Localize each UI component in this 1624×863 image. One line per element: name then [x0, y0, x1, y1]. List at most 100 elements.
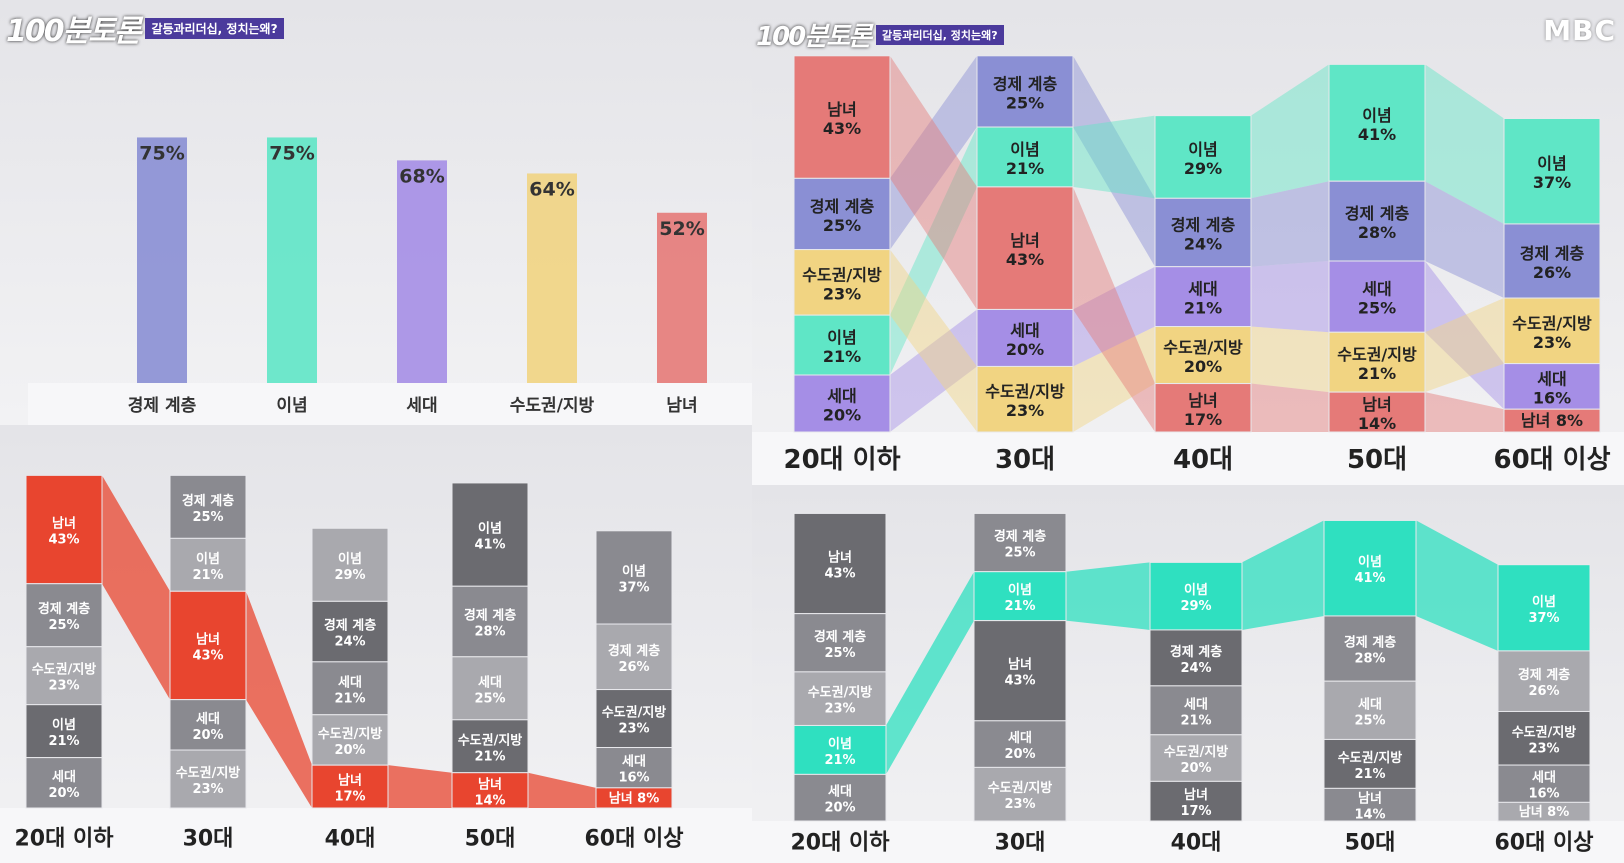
- segment-name: 경제 계층: [38, 601, 90, 617]
- segment-value: 21%: [1004, 599, 1035, 614]
- flow-band: [528, 772, 596, 808]
- program-header-2: 100분토론 갈등과리더십, 정치는왜?: [756, 16, 1004, 53]
- stack-segment: [793, 512, 887, 615]
- program-subtitle-2: 갈등과리더십, 정치는왜?: [876, 24, 1004, 45]
- segment-value: 25%: [824, 646, 855, 661]
- segment-value: 20%: [1184, 357, 1222, 376]
- stack-segment: [25, 704, 103, 759]
- segment-value: 23%: [618, 722, 649, 737]
- bar-value-label: 52%: [659, 218, 704, 240]
- stack-segment: [451, 719, 529, 774]
- program-logo-2: 100분토론: [756, 22, 872, 52]
- stack-segment: [1497, 801, 1591, 822]
- x-tick-label: 20대 이하: [784, 445, 901, 475]
- stack-segment: [1323, 787, 1417, 822]
- stack-segment: [1149, 561, 1243, 631]
- bar-3: [527, 173, 577, 383]
- segment-value: 16%: [618, 771, 649, 786]
- segment-value: 21%: [1358, 364, 1396, 383]
- segment-value: 29%: [334, 568, 365, 583]
- segment-value: 20%: [1180, 761, 1211, 776]
- segment-value: 43%: [824, 567, 855, 582]
- segment-name: 수도권/지방: [1164, 744, 1229, 760]
- segment-name: 수도권/지방: [985, 382, 1065, 401]
- segment-value: 23%: [48, 679, 79, 694]
- segment-value: 26%: [618, 660, 649, 675]
- segment-value: 37%: [1533, 173, 1571, 192]
- bar-value-label: 75%: [269, 142, 314, 164]
- segment-value: 37%: [618, 580, 649, 595]
- segment-name: 수도권/지방: [808, 685, 873, 701]
- segment-value: 25%: [1006, 93, 1044, 112]
- segment-value: 17%: [1184, 410, 1222, 429]
- segment-label: 남녀 8%: [609, 790, 660, 806]
- segment-name: 이념: [1362, 106, 1391, 125]
- x-tick-label: 40대: [1173, 445, 1233, 475]
- segment-name: 세대: [1537, 369, 1566, 388]
- segment-name: 세대: [1358, 697, 1382, 712]
- segment-value: 43%: [1004, 674, 1035, 689]
- x-tick-label: 30대: [183, 826, 234, 851]
- segment-name: 남녀: [828, 550, 852, 566]
- segment-value: 20%: [824, 801, 855, 816]
- segment-name: 수도권/지방: [988, 780, 1053, 796]
- segment-value: 16%: [1533, 388, 1571, 407]
- flow-band: [1242, 520, 1324, 630]
- segment-name: 수도권/지방: [176, 765, 241, 781]
- segment-name: 이념: [338, 551, 362, 567]
- flow-band: [1251, 326, 1329, 393]
- stack-segment: [1154, 115, 1252, 199]
- segment-name: 수도권/지방: [602, 705, 667, 721]
- segment-value: 43%: [1006, 250, 1044, 269]
- overall-bar-chart: 75% 경제 계층 75% 이념 68% 세대 64% 수도권/지방 52% 남녀: [28, 137, 752, 425]
- segment-name: 세대: [622, 755, 646, 770]
- stack-segment: [451, 772, 529, 809]
- segment-value: 25%: [192, 510, 223, 525]
- segment-value: 21%: [1180, 713, 1211, 728]
- segment-value: 21%: [48, 734, 79, 749]
- stack-segment: [25, 646, 103, 706]
- program-header: 100분토론 갈등과리더십, 정치는왜?: [6, 6, 284, 50]
- flow-band: [1425, 298, 1504, 393]
- stack-segment: [793, 374, 891, 433]
- x-tick-label: 60대 이상: [1494, 445, 1611, 475]
- segment-name: 세대: [196, 712, 220, 727]
- flow-band: [1416, 520, 1498, 651]
- x-tick-label: 30대: [995, 831, 1046, 856]
- flow-band: [890, 55, 977, 310]
- segment-name: 세대: [1188, 280, 1217, 299]
- stack-segment: [1323, 615, 1417, 682]
- segment-name: 이념: [478, 521, 502, 537]
- segment-name: 경제 계층: [1518, 667, 1570, 683]
- chart-panel-age-gender-highlight: 남녀 43% 경제 계층 25% 수도권/지방 23% 이념 21% 세대 20% 20대 이하 경제…: [0, 425, 752, 863]
- segment-value: 28%: [1358, 223, 1396, 242]
- segment-name: 경제 계층: [182, 493, 234, 509]
- segment-name: 수도권/지방: [1163, 338, 1243, 357]
- x-axis-band: [752, 432, 1624, 485]
- segment-value: 43%: [823, 119, 861, 138]
- segment-value: 16%: [1528, 787, 1559, 802]
- segment-value: 23%: [823, 284, 861, 303]
- stack-segment: [1154, 383, 1252, 433]
- chart-panel-overall: 75% 경제 계층 75% 이념 68% 세대 64% 수도권/지방 52% 남녀 100분토론 …: [0, 0, 752, 425]
- segment-name: 수도권/지방: [318, 726, 383, 742]
- stack-segment: [1154, 326, 1252, 385]
- stack-segment: [1328, 180, 1426, 262]
- segment-value: 14%: [1354, 808, 1385, 823]
- bar-value-label: 64%: [529, 178, 574, 200]
- bar-0: [137, 137, 187, 383]
- segment-value: 21%: [824, 753, 855, 768]
- segment-value: 20%: [334, 743, 365, 758]
- segment-name: 세대: [1010, 321, 1039, 340]
- flow-band: [1066, 562, 1150, 630]
- segment-name: 수도권/지방: [1512, 314, 1592, 333]
- segment-name: 남녀: [1010, 231, 1039, 250]
- x-tick-label: 30대: [995, 445, 1055, 475]
- x-tick-label: 세대: [406, 396, 437, 416]
- stack-segment: [1328, 331, 1426, 393]
- chart-panel-age-ideology-highlight: 남녀 43% 경제 계층 25% 수도권/지방 23% 이념 21% 세대 20% 20대 이하 경제…: [752, 485, 1624, 863]
- stack-segment: [793, 671, 887, 726]
- bar-1: [267, 137, 317, 383]
- segment-name: 남녀: [1184, 787, 1208, 803]
